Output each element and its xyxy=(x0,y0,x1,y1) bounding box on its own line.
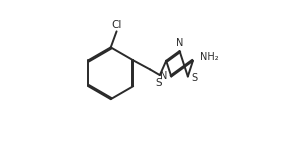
Text: N: N xyxy=(176,38,183,48)
Text: N: N xyxy=(160,71,168,82)
Text: S: S xyxy=(191,73,197,83)
Text: Cl: Cl xyxy=(111,20,122,30)
Text: NH₂: NH₂ xyxy=(200,52,219,62)
Text: S: S xyxy=(156,78,162,88)
